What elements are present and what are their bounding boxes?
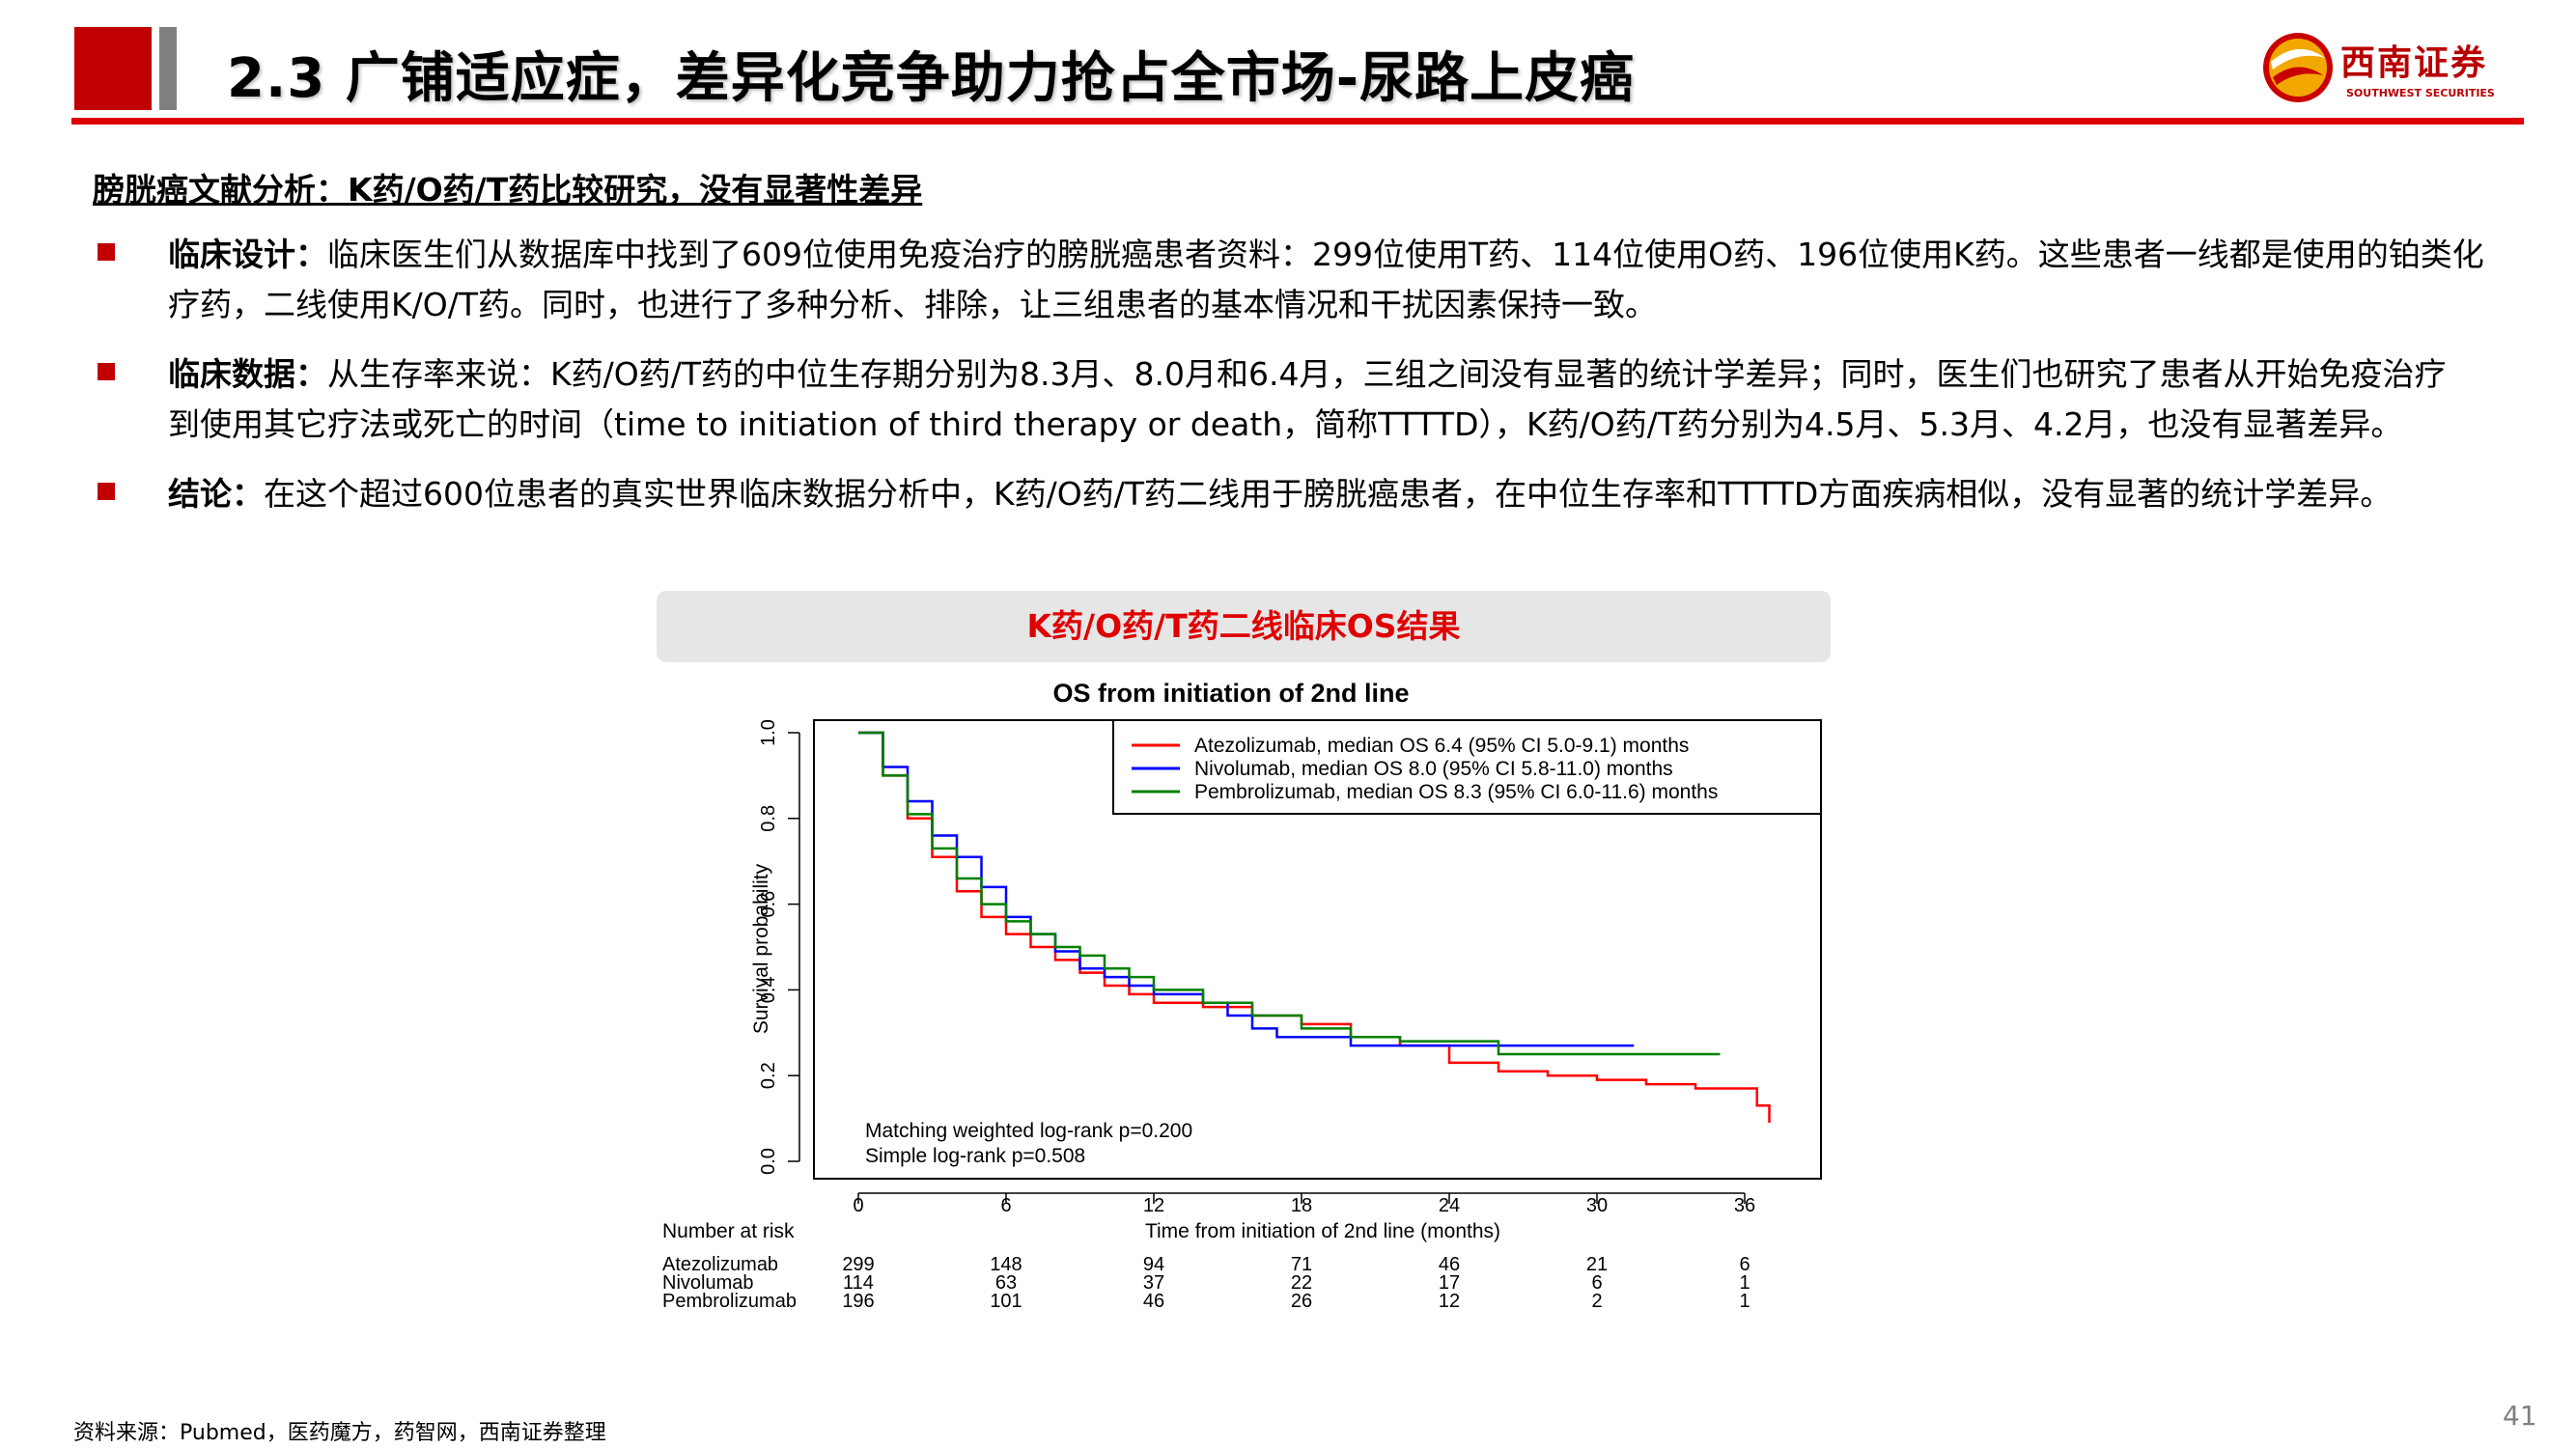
source-note: 资料来源：Pubmed，医药魔方，药智网，西南证券整理 [73,1421,606,1445]
risk-value: 148 [990,1254,1022,1275]
y-axis-label: Survival probability [750,863,772,1034]
y-tick-label: 0.6 [758,891,779,918]
y-tick-label: 0.0 [758,1148,779,1175]
x-tick-label: 12 [1143,1195,1164,1216]
page-number: 41 [2503,1400,2537,1432]
risk-value: 114 [843,1272,874,1294]
header-red-block [74,27,152,110]
legend-label: Atezolizumab, median OS 6.4 (95% CI 5.0-… [1194,735,1689,757]
bullet-clinical-data: 临床数据：从生存率来说：K药/O药/T药的中位生存期分别为8.3月、8.0月和6… [93,349,2506,450]
bullet-line: 疗药，二线使用K/O/T药。同时，也进行了多种分析、排除，让三组患者的基本情况和… [168,286,1658,323]
bullet-line: 从生存率来说：K药/O药/T药的中位生存期分别为8.3月、8.0月和6.4月，三… [327,355,2447,393]
bullet-label: 临床数据： [168,355,327,393]
company-logo: 西南证券 SOUTHWEST SECURITIES [2259,27,2539,109]
section-subtitle: 膀胱癌文献分析：K药/O药/T药比较研究，没有显著性差异 [93,171,923,209]
legend-label: Pembrolizumab, median OS 8.3 (95% CI 6.0… [1194,781,1718,803]
y-tick-label: 1.0 [758,719,779,746]
y-tick-label: 0.8 [758,805,779,832]
risk-value: 1 [1739,1272,1750,1294]
bullet-label: 结论： [168,475,264,513]
risk-value: 1 [1739,1291,1750,1312]
risk-value: 37 [1143,1272,1164,1294]
legend: Atezolizumab, median OS 6.4 (95% CI 5.0-… [1112,719,1822,815]
page-title: 2.3 广铺适应症，差异化竞争助力抢占全市场-尿路上皮癌 [227,47,1635,110]
risk-value: 94 [1143,1254,1164,1275]
title-underline [71,118,2524,125]
bullet-square-icon [98,483,115,500]
risk-row-name: Pembrolizumab [662,1291,797,1312]
annotation-text: Simple log-rank p=0.508 [865,1145,1085,1167]
risk-value: 101 [990,1291,1022,1312]
risk-value: 21 [1586,1254,1608,1275]
series-line-3 [858,731,1721,1056]
risk-row-name: Atezolizumab [662,1254,778,1275]
risk-value: 46 [1143,1291,1164,1312]
risk-value: 63 [995,1272,1017,1294]
bullet-clinical-design: 临床设计：临床医生们从数据库中找到了609位使用免疫治疗的膀胱癌患者资料：299… [93,230,2506,330]
risk-value: 2 [1591,1291,1602,1312]
x-tick-label: 6 [1000,1195,1011,1216]
risk-value: 12 [1439,1291,1460,1312]
logo-text-en: SOUTHWEST SECURITIES [2346,87,2495,99]
x-tick-label: 30 [1586,1195,1608,1216]
risk-row-name: Nivolumab [662,1272,753,1294]
x-axis-label: Time from initiation of 2nd line (months… [1145,1220,1500,1242]
annotation-text: Matching weighted log-rank p=0.200 [865,1120,1192,1142]
logo-text-cn: 西南证券 [2340,42,2488,83]
x-tick-label: 24 [1439,1195,1460,1216]
bullet-square-icon [98,243,115,261]
series-line-1 [858,731,1771,1124]
bullet-conclusion: 结论：在这个超过600位患者的真实世界临床数据分析中，K药/O药/T药二线用于膀… [93,469,2506,519]
y-axis: 0.0 0.2 0.4 0.6 0.8 1.0 [758,719,800,1175]
x-axis: 0 6 12 18 24 30 36 [853,1192,1755,1216]
x-tick-label: 0 [853,1195,863,1216]
legend-box [1112,719,1822,815]
risk-value: 299 [842,1254,874,1275]
risk-value: 6 [1591,1272,1602,1294]
chart-title: OS from initiation of 2nd line [1053,679,1410,708]
bullet-line: 在这个超过600位患者的真实世界临床数据分析中，K药/O药/T药二线用于膀胱癌患… [264,475,2393,513]
risk-table-title: Number at risk [662,1220,795,1242]
risk-value: 46 [1439,1254,1460,1275]
survival-curves [858,731,1771,1124]
bullet-line: 到使用其它疗法或死亡的时间（time to initiation of thir… [168,405,2403,443]
risk-value: 6 [1739,1254,1750,1275]
risk-value: 17 [1439,1272,1460,1294]
risk-value: 22 [1291,1272,1312,1294]
chart-banner: K药/O药/T药二线临床OS结果 [657,591,1831,662]
legend-label: Nivolumab, median OS 8.0 (95% CI 5.8-11.… [1194,758,1673,780]
x-tick-label: 36 [1734,1195,1755,1216]
header-gray-bar [159,27,177,110]
risk-value: 196 [842,1291,874,1312]
bullet-label: 临床设计： [168,236,327,273]
bullet-square-icon [98,363,115,380]
bullet-line: 临床医生们从数据库中找到了609位使用免疫治疗的膀胱癌患者资料：299位使用T药… [327,236,2484,273]
logo-emblem-icon [2263,33,2333,102]
y-tick-label: 0.2 [758,1062,779,1089]
risk-value: 26 [1291,1291,1312,1312]
risk-value: 71 [1291,1254,1312,1275]
x-tick-label: 18 [1291,1195,1312,1216]
y-tick-label: 0.4 [758,976,779,1003]
